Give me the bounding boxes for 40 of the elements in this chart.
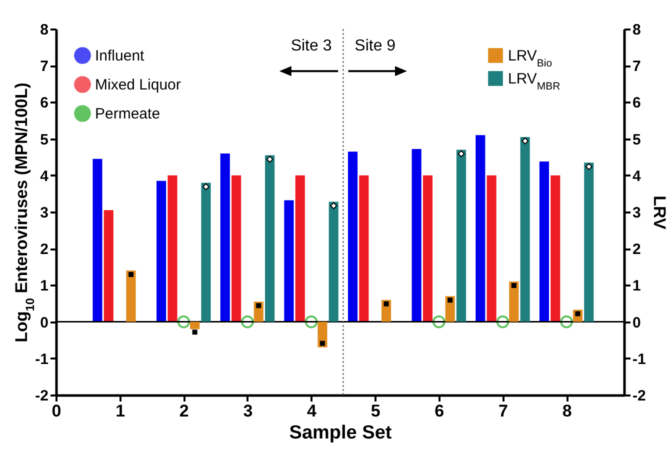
x-tick-label: 8 [562, 402, 572, 420]
y-tick-label: 8 [40, 22, 48, 38]
y-tick-label: 1 [40, 278, 48, 295]
y2-tick-label: 1 [632, 278, 641, 295]
y-tick-label: -2 [35, 388, 48, 404]
legend-label: Mixed Liquor [95, 76, 181, 94]
legend-label: LRV$_{MBR}$ [508, 70, 561, 92]
y2-tick-label: 3 [632, 204, 641, 222]
y2-tick-label: 2 [632, 241, 641, 258]
y-tick-label: 4 [40, 168, 50, 185]
y2-axis-title: LRV [650, 196, 669, 230]
x-tick-label: 7 [498, 402, 508, 420]
legend-label: Influent [95, 48, 146, 64]
annotation: Site 3 [290, 37, 332, 54]
x-tick-label: 4 [307, 402, 318, 420]
x-tick-label: 0 [52, 402, 62, 420]
annotation: Site 9 [354, 37, 396, 54]
x-tick-label: 3 [243, 402, 253, 420]
y-tick-label: 7 [40, 58, 48, 76]
y2-tick-label: 7 [632, 58, 641, 76]
y-tick-label: 6 [40, 94, 48, 112]
y-tick-label: -1 [35, 350, 48, 368]
y2-tick-label: 0 [632, 314, 641, 332]
y-tick-label: 2 [40, 241, 48, 258]
x-axis-title: Sample Set [289, 422, 392, 444]
legend-label: Permeate [95, 106, 160, 122]
x-tick-label: 6 [434, 402, 444, 420]
y-tick-label: 5 [40, 131, 48, 148]
x-tick-label: 1 [116, 402, 126, 420]
y2-tick-label: 6 [632, 94, 641, 112]
x-tick-label: 5 [370, 402, 380, 420]
y2-tick-label: -1 [632, 350, 646, 368]
y2-tick-label: -2 [632, 388, 646, 404]
y2-tick-label: 5 [632, 131, 641, 148]
y2-tick-label: 4 [632, 168, 642, 185]
x-tick-label: 2 [179, 402, 189, 420]
legend-label: LRV$_{Bio}$ [508, 48, 552, 70]
y-tick-label: 3 [40, 204, 48, 222]
y2-tick-label: 8 [632, 22, 641, 38]
y-tick-label: 0 [40, 314, 48, 332]
